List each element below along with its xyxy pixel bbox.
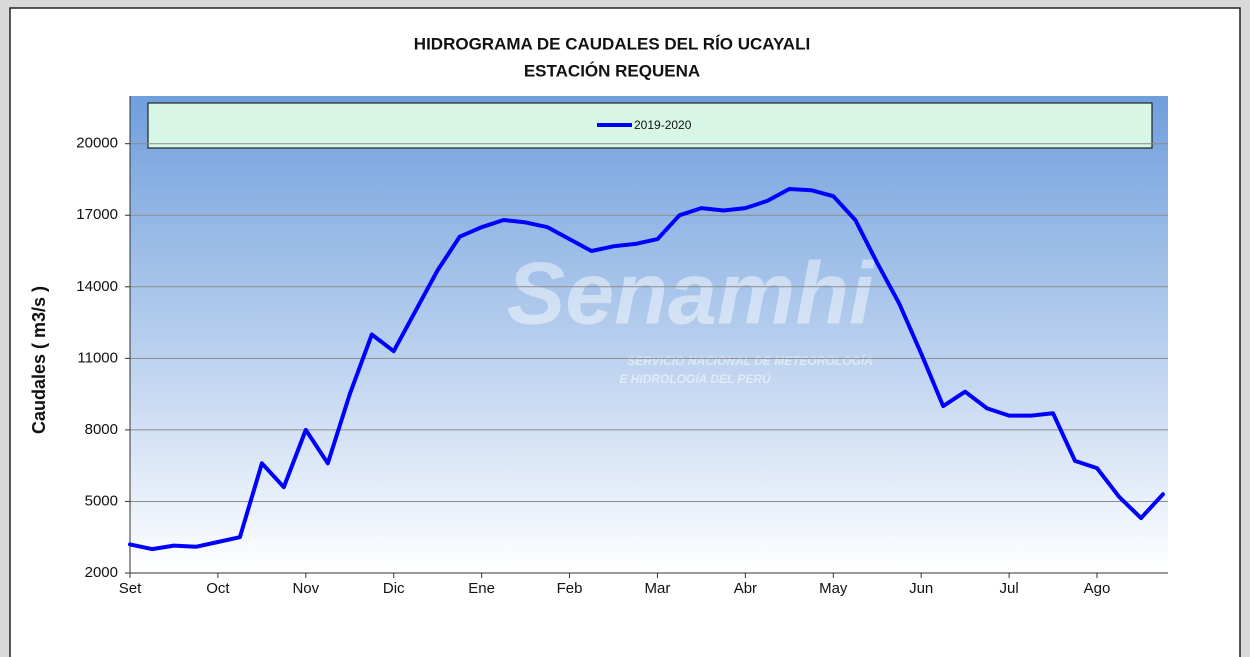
- x-tick-label: Ago: [1084, 580, 1111, 597]
- y-tick-label: 8000: [85, 421, 118, 438]
- watermark: SERVICIO NACIONAL DE METEOROLOGÍA: [627, 353, 873, 368]
- x-tick-label: Set: [119, 580, 142, 597]
- y-tick-label: 11000: [77, 349, 118, 366]
- y-tick-label: 2000: [85, 564, 118, 581]
- watermark: E HIDROLOGÍA DEL PERÚ: [619, 371, 771, 386]
- x-tick-label: Dic: [383, 580, 405, 597]
- x-tick-label: Jul: [999, 580, 1018, 597]
- y-tick-label: 17000: [76, 206, 118, 223]
- chart-subtitle: ESTACIÓN REQUENA: [524, 61, 700, 80]
- y-tick-label: 5000: [85, 492, 118, 509]
- chart-title: HIDROGRAMA DE CAUDALES DEL RÍO UCAYALI: [414, 34, 810, 53]
- x-tick-label: Mar: [645, 580, 671, 597]
- legend-label: 2019-2020: [634, 118, 692, 132]
- y-axis-label: Caudales ( m3/s ): [29, 286, 49, 434]
- x-tick-label: Jun: [909, 580, 933, 597]
- watermark: Senamhi: [507, 243, 875, 342]
- y-tick-label: 20000: [76, 135, 118, 152]
- x-tick-label: Feb: [557, 580, 583, 597]
- x-tick-label: Ene: [468, 580, 495, 597]
- x-tick-label: Abr: [734, 580, 757, 597]
- y-tick-label: 14000: [76, 278, 118, 295]
- x-tick-label: Oct: [206, 580, 230, 597]
- legend-box: [147, 102, 1153, 149]
- data-line: [128, 187, 1165, 552]
- plot-area: [130, 96, 1168, 573]
- x-tick-label: Nov: [292, 580, 319, 597]
- x-tick-label: May: [819, 580, 848, 597]
